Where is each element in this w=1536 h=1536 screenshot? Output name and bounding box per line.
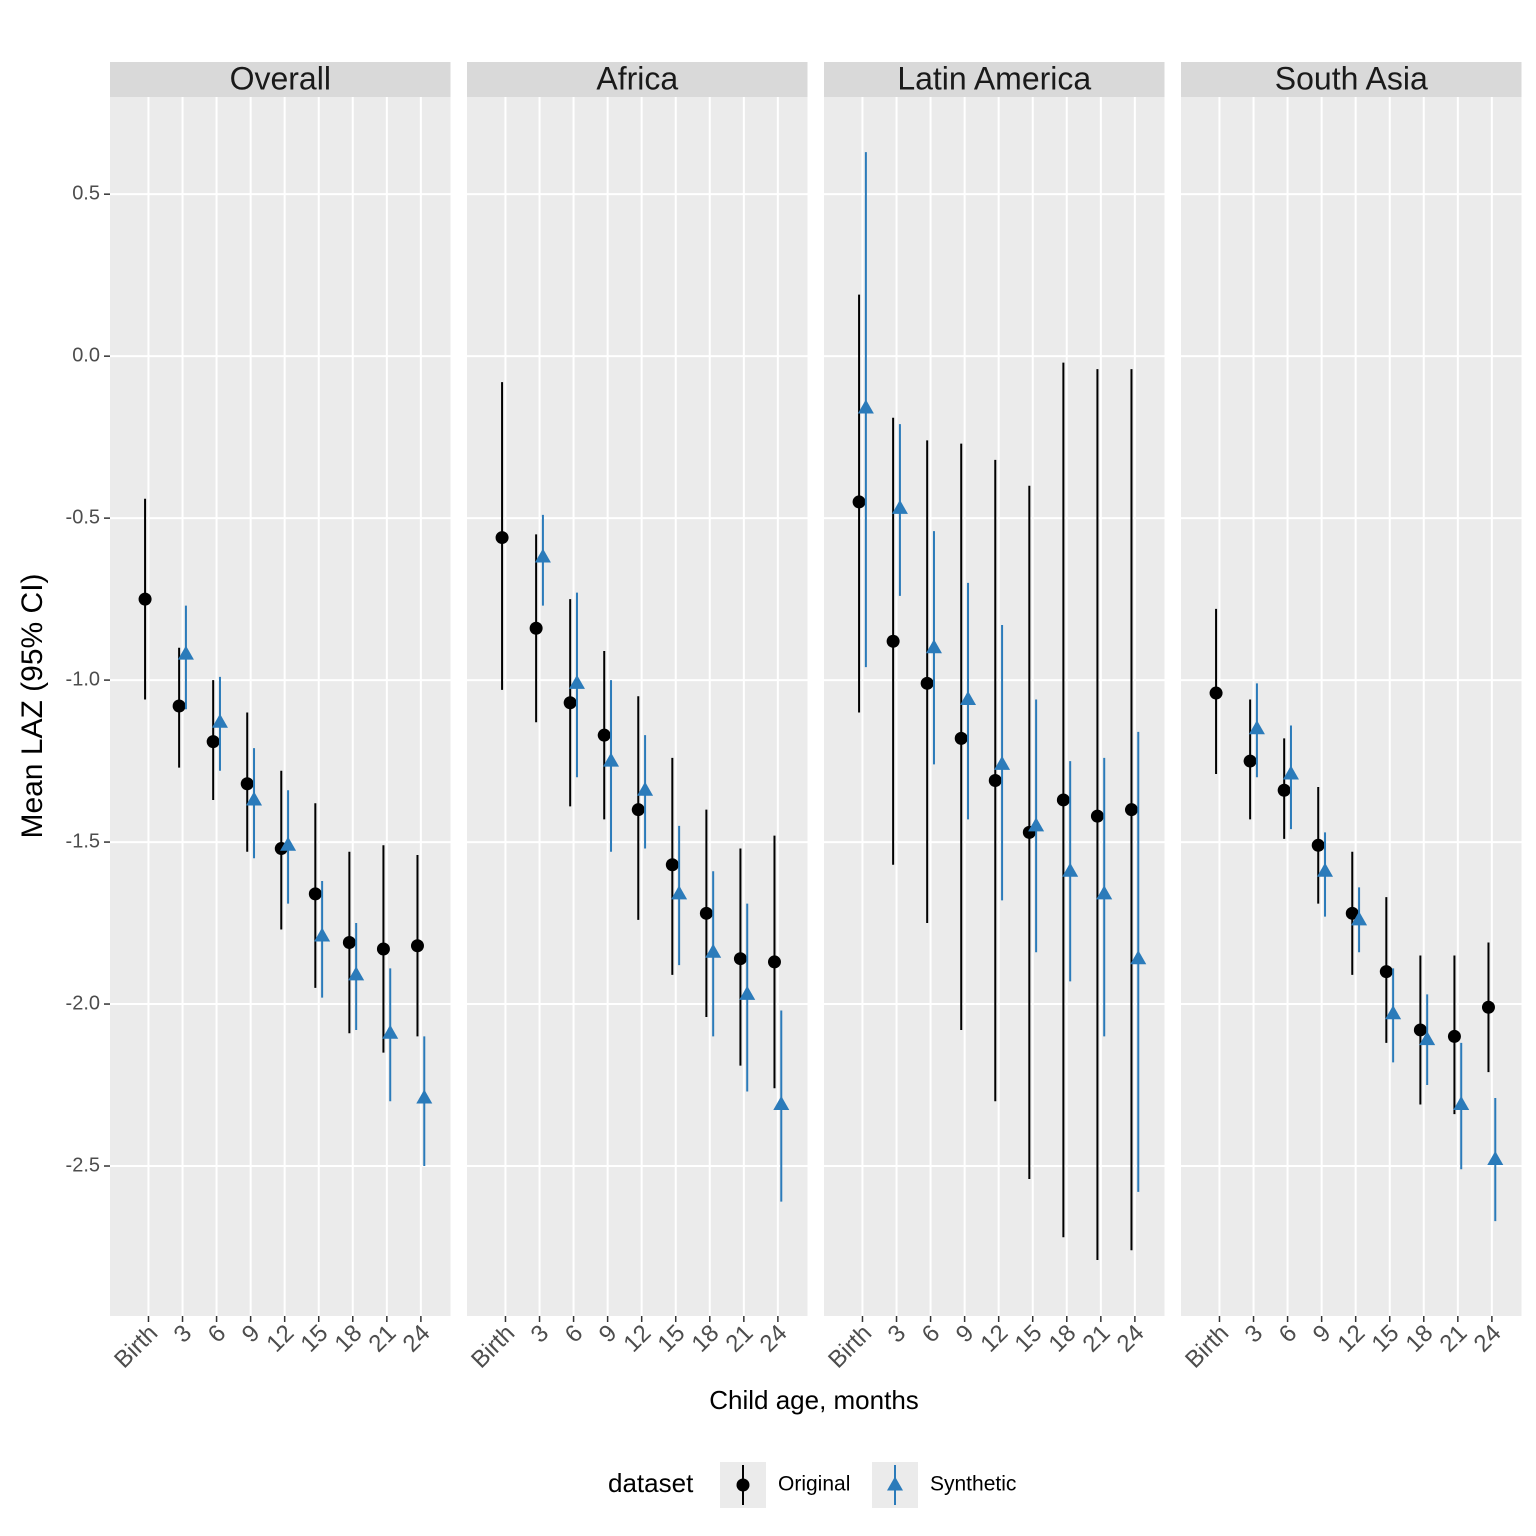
point <box>206 735 220 749</box>
point <box>891 499 908 514</box>
point <box>240 777 254 791</box>
point <box>637 781 654 796</box>
point <box>1277 783 1291 797</box>
point <box>1413 1023 1427 1037</box>
point <box>960 691 977 706</box>
point <box>705 943 722 958</box>
point <box>211 713 228 728</box>
point <box>280 836 297 851</box>
point <box>568 674 585 689</box>
point <box>246 791 263 806</box>
point <box>529 621 543 635</box>
point <box>410 939 424 953</box>
strip <box>1181 62 1522 97</box>
strip <box>110 62 451 97</box>
point <box>597 728 611 742</box>
point <box>699 906 713 920</box>
point <box>172 699 186 713</box>
point <box>1345 906 1359 920</box>
strip-title: South Asia <box>1275 60 1428 96</box>
point <box>603 752 620 767</box>
y-tick-label: -0.5 <box>66 506 100 528</box>
point <box>1090 809 1104 823</box>
point <box>495 531 509 545</box>
point <box>773 1095 790 1110</box>
point <box>348 966 365 981</box>
point <box>1453 1095 1470 1110</box>
point <box>1124 803 1138 817</box>
point <box>1096 885 1113 900</box>
point <box>671 885 688 900</box>
point <box>920 676 934 690</box>
panel-background <box>1181 97 1522 1316</box>
point <box>1385 1005 1402 1020</box>
point <box>767 955 781 969</box>
point <box>887 1476 903 1491</box>
point <box>736 1478 750 1492</box>
strip-title: Latin America <box>897 60 1091 96</box>
point <box>416 1089 433 1104</box>
point <box>886 634 900 648</box>
point <box>857 399 874 414</box>
strip <box>824 62 1165 97</box>
point <box>1311 838 1325 852</box>
point <box>1248 720 1265 735</box>
point <box>308 887 322 901</box>
point <box>1209 686 1223 700</box>
point <box>1130 950 1147 965</box>
panel-background <box>110 97 451 1316</box>
point <box>665 858 679 872</box>
point <box>954 731 968 745</box>
y-tick-label: -1.0 <box>66 668 100 690</box>
strip-title: Africa <box>596 60 678 96</box>
y-axis-title: Mean LAZ (95% CI) <box>16 573 49 838</box>
point <box>1056 793 1070 807</box>
y-tick-label: 0.5 <box>72 182 100 204</box>
point <box>376 942 390 956</box>
strip-title: Overall <box>230 60 331 96</box>
point <box>994 755 1011 770</box>
point <box>563 696 577 710</box>
point <box>177 645 194 660</box>
point <box>739 985 756 1000</box>
legend-title: dataset <box>608 1468 694 1498</box>
point <box>1419 1031 1436 1046</box>
point <box>1243 754 1257 768</box>
point <box>314 927 331 942</box>
point <box>1447 1029 1461 1043</box>
point <box>342 935 356 949</box>
y-tick-label: -1.5 <box>66 830 100 852</box>
point <box>1481 1000 1495 1014</box>
legend-label: Original <box>778 1473 850 1496</box>
x-axis-title: Child age, months <box>709 1385 919 1415</box>
point <box>852 495 866 509</box>
panel-background <box>467 97 808 1316</box>
point <box>1487 1151 1504 1166</box>
point <box>138 592 152 606</box>
point <box>988 774 1002 788</box>
panel-background <box>824 97 1165 1316</box>
point <box>925 639 942 654</box>
point <box>1351 911 1368 926</box>
y-tick-label: -2.5 <box>66 1154 100 1176</box>
legend-label: Synthetic <box>930 1473 1016 1496</box>
y-tick-label: 0.0 <box>72 344 100 366</box>
point <box>631 803 645 817</box>
point <box>1028 817 1045 832</box>
strip <box>467 62 808 97</box>
point <box>1379 965 1393 979</box>
y-tick-label: -2.0 <box>66 992 100 1014</box>
point <box>1062 862 1079 877</box>
point <box>733 952 747 966</box>
point <box>382 1024 399 1039</box>
point <box>1282 765 1299 780</box>
point <box>1317 862 1334 877</box>
point <box>534 548 551 563</box>
